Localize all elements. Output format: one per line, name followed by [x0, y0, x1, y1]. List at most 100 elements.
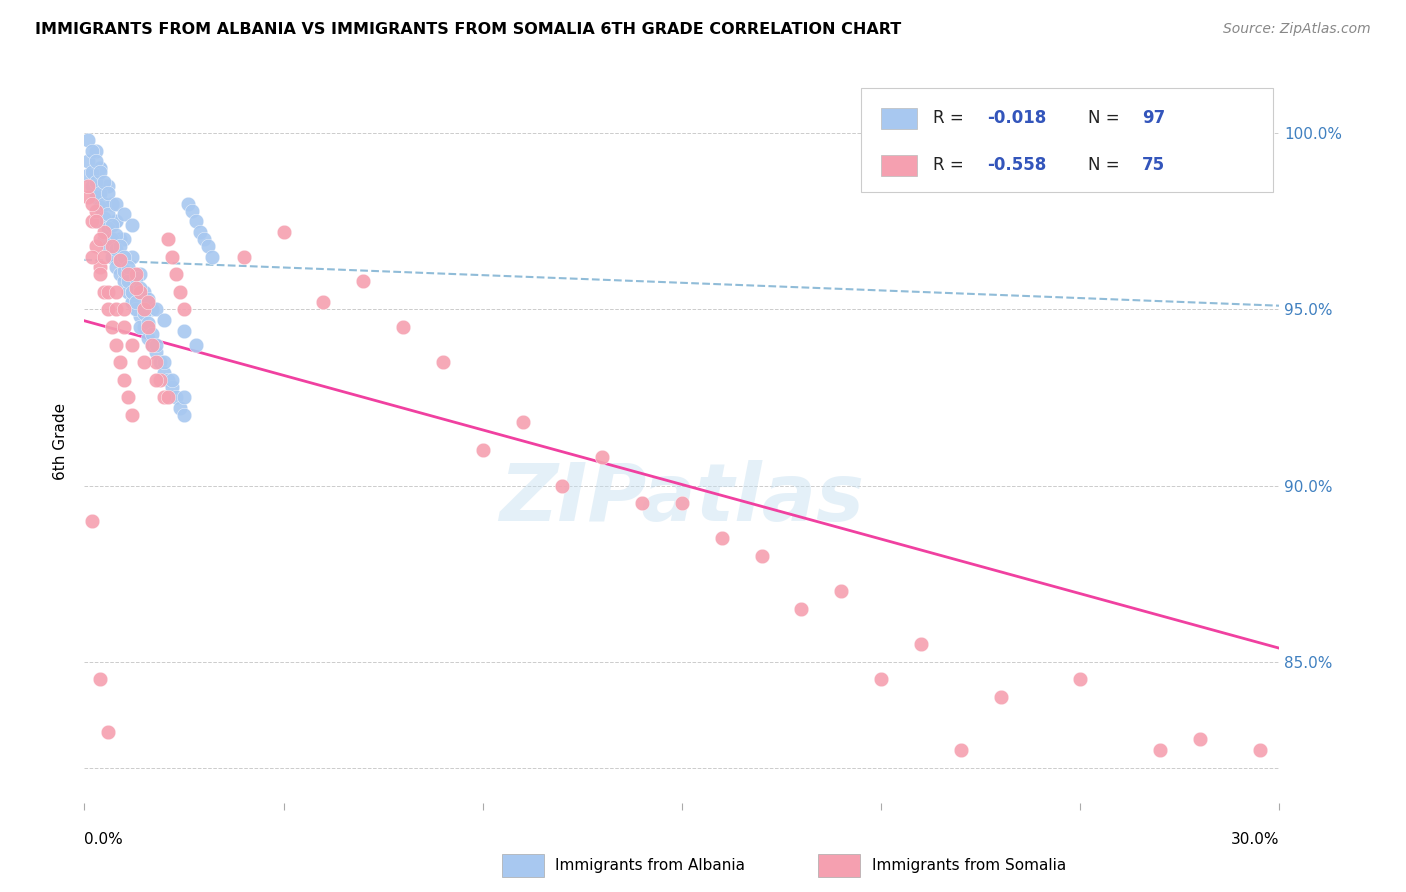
Point: [105, 214, 128, 228]
Point: [132, 355, 156, 369]
Point: [1188, 732, 1211, 747]
Point: [173, 391, 195, 405]
Point: [105, 285, 128, 299]
Point: [352, 274, 374, 288]
Text: N =: N =: [1088, 109, 1125, 127]
Point: [125, 270, 148, 285]
Point: [110, 232, 132, 246]
Point: [193, 232, 215, 246]
Point: [112, 232, 135, 246]
FancyBboxPatch shape: [862, 87, 1274, 193]
Point: [93, 225, 115, 239]
Point: [432, 355, 454, 369]
Point: [173, 408, 195, 422]
Point: [471, 443, 494, 458]
Point: [132, 285, 156, 299]
Point: [110, 253, 132, 268]
Point: [169, 401, 191, 415]
Point: [910, 637, 932, 651]
Point: [82, 196, 104, 211]
Point: [125, 281, 148, 295]
Point: [392, 320, 415, 334]
Point: [89, 267, 111, 281]
Point: [157, 373, 180, 387]
Point: [160, 380, 183, 394]
Point: [117, 285, 139, 299]
Point: [551, 478, 574, 492]
Point: [184, 214, 207, 228]
Point: [112, 207, 135, 221]
Point: [105, 243, 128, 257]
Point: [165, 267, 187, 281]
Point: [89, 260, 111, 274]
Point: [89, 232, 111, 246]
Point: [82, 250, 104, 264]
Point: [97, 302, 120, 317]
Bar: [882, 108, 917, 129]
Point: [93, 176, 115, 190]
Point: [82, 514, 104, 528]
Point: [153, 355, 176, 369]
Point: [86, 154, 108, 169]
Point: [97, 285, 120, 299]
Point: [165, 391, 187, 405]
Point: [125, 295, 148, 310]
Text: 0.0%: 0.0%: [84, 831, 124, 847]
Point: [125, 302, 148, 317]
Point: [830, 584, 852, 599]
Text: 30.0%: 30.0%: [1232, 831, 1279, 847]
Point: [121, 250, 143, 264]
Point: [86, 214, 108, 228]
Point: [101, 218, 124, 232]
Text: Immigrants from Albania: Immigrants from Albania: [555, 858, 745, 872]
Point: [312, 295, 335, 310]
Text: Source: ZipAtlas.com: Source: ZipAtlas.com: [1223, 22, 1371, 37]
Point: [141, 302, 163, 317]
Point: [77, 189, 100, 203]
Point: [273, 225, 295, 239]
Point: [82, 165, 104, 179]
Point: [93, 232, 115, 246]
Point: [129, 285, 152, 299]
Point: [145, 355, 167, 369]
Point: [101, 320, 124, 334]
Text: -0.018: -0.018: [987, 109, 1046, 127]
Point: [160, 373, 183, 387]
Point: [141, 337, 163, 351]
Y-axis label: 6th Grade: 6th Grade: [53, 403, 69, 480]
Point: [93, 196, 115, 211]
Point: [671, 496, 693, 510]
Point: [82, 179, 104, 194]
Point: [870, 673, 893, 687]
Point: [77, 154, 100, 169]
Point: [86, 144, 108, 158]
Point: [181, 203, 204, 218]
Text: Immigrants from Somalia: Immigrants from Somalia: [872, 858, 1066, 872]
Point: [132, 320, 156, 334]
Point: [110, 239, 132, 253]
Point: [82, 179, 104, 194]
Point: [112, 302, 135, 317]
Point: [591, 450, 613, 465]
Point: [112, 274, 135, 288]
Point: [89, 165, 111, 179]
Point: [105, 260, 128, 274]
Point: [710, 532, 733, 546]
Point: [89, 161, 111, 176]
Point: [112, 320, 135, 334]
Point: [121, 285, 143, 299]
Point: [125, 302, 148, 317]
Text: IMMIGRANTS FROM ALBANIA VS IMMIGRANTS FROM SOMALIA 6TH GRADE CORRELATION CHART: IMMIGRANTS FROM ALBANIA VS IMMIGRANTS FR…: [35, 22, 901, 37]
Point: [77, 179, 100, 194]
Point: [136, 320, 159, 334]
Point: [93, 285, 115, 299]
Point: [153, 391, 176, 405]
Point: [790, 602, 813, 616]
Point: [89, 673, 111, 687]
Point: [117, 267, 139, 281]
Point: [82, 214, 104, 228]
Point: [149, 355, 172, 369]
Point: [132, 306, 156, 320]
Point: [631, 496, 654, 510]
Point: [145, 337, 167, 351]
